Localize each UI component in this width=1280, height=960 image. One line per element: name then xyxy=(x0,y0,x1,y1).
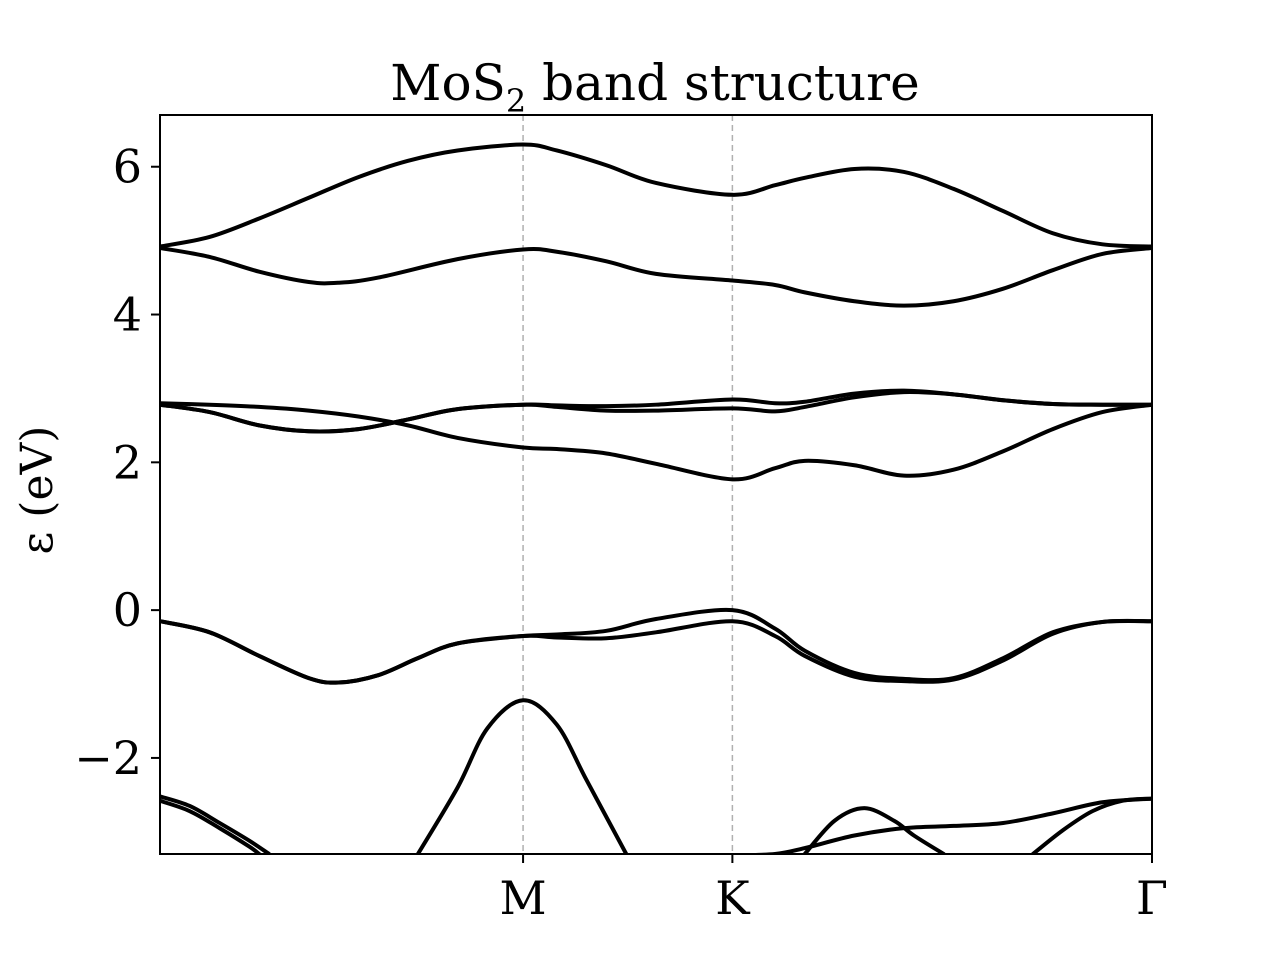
y-tick-label-0: −2 xyxy=(74,731,142,785)
x-tick-label-1: K xyxy=(715,871,751,925)
band-line-2 xyxy=(160,401,1152,482)
y-axis-label: ε (eV) xyxy=(12,426,63,555)
y-tick-label-1: 0 xyxy=(113,583,142,637)
chart-title-rest: band structure xyxy=(526,54,919,112)
y-tick-label-2: 2 xyxy=(113,435,142,489)
band-line-12 xyxy=(1030,796,1152,854)
chart-title-subscript: 2 xyxy=(506,82,526,120)
plot-area: −2 0 2 4 6 M K Γ xyxy=(74,114,1168,925)
x-tick-label-0: M xyxy=(500,871,547,925)
band-line-9 xyxy=(160,798,262,854)
band-line-8 xyxy=(160,794,272,854)
bands-group xyxy=(160,142,1152,854)
y-tick-label-4: 6 xyxy=(113,140,142,194)
y-tick-label-3: 4 xyxy=(113,288,142,342)
band-line-11 xyxy=(802,806,946,854)
chart-title-main: MoS xyxy=(390,54,506,112)
plot-frame xyxy=(159,114,1153,855)
band-line-4 xyxy=(160,390,1152,434)
band-line-5 xyxy=(160,607,1152,685)
chart-title: MoS2 band structure xyxy=(390,54,919,120)
band-line-7 xyxy=(415,698,629,854)
band-line-6 xyxy=(160,618,1152,685)
band-line-1 xyxy=(160,246,1152,308)
x-tick-label-2: Γ xyxy=(1136,871,1168,925)
band-line-0 xyxy=(160,142,1152,249)
band-line-10 xyxy=(731,796,1152,854)
